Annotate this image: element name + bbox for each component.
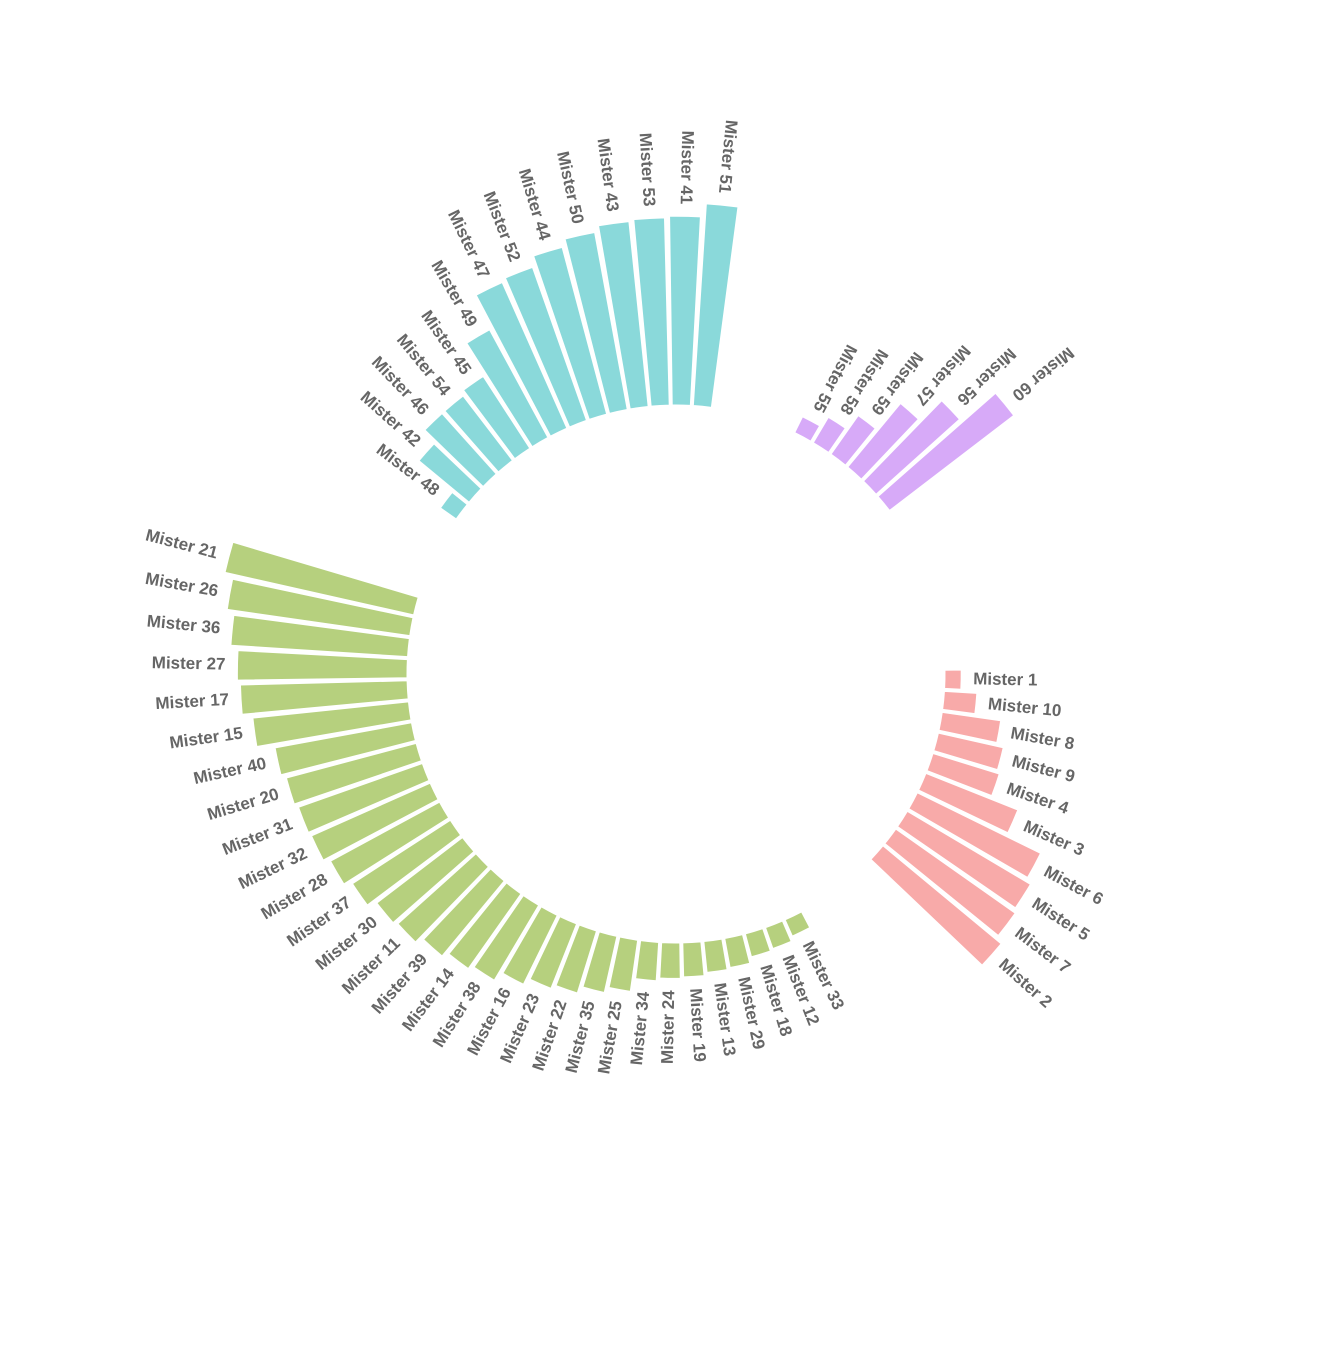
label-mister-53: Mister 53 bbox=[636, 132, 659, 207]
label-mister-19: Mister 19 bbox=[686, 988, 709, 1063]
bar-mister-5 bbox=[896, 810, 1032, 909]
label-mister-1: Mister 1 bbox=[973, 669, 1038, 689]
bar-mister-40 bbox=[274, 722, 416, 776]
bar-mister-26 bbox=[226, 578, 414, 637]
label-mister-10: Mister 10 bbox=[987, 694, 1062, 720]
bar-mister-49 bbox=[466, 329, 549, 448]
bar-mister-30 bbox=[376, 836, 475, 924]
bar-mister-50 bbox=[564, 231, 628, 414]
bar-mister-59 bbox=[830, 414, 876, 466]
bar-mister-43 bbox=[597, 221, 649, 410]
bar-mister-9 bbox=[933, 732, 1004, 771]
label-mister-34: Mister 34 bbox=[627, 990, 653, 1066]
bar-mister-32 bbox=[310, 782, 439, 861]
label-mister-8: Mister 8 bbox=[1009, 723, 1076, 753]
bar-mister-12 bbox=[764, 920, 792, 950]
bar-mister-34 bbox=[635, 940, 660, 982]
bar-mister-29 bbox=[724, 934, 751, 969]
bar-mister-22 bbox=[555, 924, 598, 994]
label-mister-51: Mister 51 bbox=[715, 119, 741, 194]
bar-mister-6 bbox=[908, 792, 1042, 879]
bar-mister-46 bbox=[424, 412, 497, 488]
bar-mister-25 bbox=[608, 936, 639, 992]
label-mister-44: Mister 44 bbox=[515, 166, 555, 243]
bar-mister-57 bbox=[847, 402, 919, 480]
label-mister-26: Mister 26 bbox=[144, 569, 220, 601]
bar-mister-33 bbox=[784, 911, 811, 937]
bar-mister-51 bbox=[692, 203, 739, 408]
bar-mister-54 bbox=[444, 395, 514, 473]
bar-mister-41 bbox=[669, 215, 701, 406]
bar-mister-13 bbox=[703, 938, 728, 973]
bar-mister-58 bbox=[812, 416, 847, 454]
bar-mister-16 bbox=[502, 906, 558, 985]
label-mister-43: Mister 43 bbox=[594, 137, 623, 213]
bar-mister-52 bbox=[504, 266, 588, 428]
bar-mister-56 bbox=[862, 400, 961, 495]
label-mister-27: Mister 27 bbox=[152, 653, 226, 673]
bar-mister-39 bbox=[422, 868, 505, 957]
label-mister-9: Mister 9 bbox=[1010, 752, 1077, 787]
label-mister-52: Mister 52 bbox=[480, 189, 525, 265]
bar-mister-11 bbox=[397, 853, 490, 943]
label-mister-15: Mister 15 bbox=[168, 724, 244, 753]
label-mister-36: Mister 36 bbox=[146, 611, 221, 637]
bar-mister-7 bbox=[884, 828, 1016, 937]
bar-mister-48 bbox=[439, 491, 468, 520]
bar-mister-35 bbox=[582, 931, 618, 994]
bar-mister-23 bbox=[529, 916, 578, 990]
bar-mister-60 bbox=[877, 392, 1015, 512]
bars-layer bbox=[224, 203, 1042, 994]
label-mister-50: Mister 50 bbox=[553, 150, 587, 226]
label-mister-41: Mister 41 bbox=[677, 130, 697, 204]
bar-mister-19 bbox=[682, 941, 705, 978]
bar-mister-3 bbox=[918, 772, 1019, 834]
bar-mister-24 bbox=[659, 942, 681, 979]
bar-mister-44 bbox=[533, 246, 608, 420]
bar-mister-31 bbox=[297, 762, 430, 834]
bar-mister-36 bbox=[230, 614, 410, 658]
bar-mister-55 bbox=[794, 416, 821, 442]
label-mister-17: Mister 17 bbox=[155, 690, 230, 713]
bar-mister-21 bbox=[224, 541, 419, 616]
label-mister-40: Mister 40 bbox=[192, 754, 268, 788]
bar-mister-17 bbox=[239, 680, 409, 715]
bar-mister-18 bbox=[744, 928, 771, 958]
bar-mister-4 bbox=[926, 752, 1000, 797]
bar-mister-42 bbox=[418, 443, 482, 503]
bar-mister-27 bbox=[236, 650, 408, 681]
bar-mister-47 bbox=[475, 281, 568, 437]
label-mister-60: Mister 60 bbox=[1009, 343, 1078, 404]
label-mister-24: Mister 24 bbox=[658, 990, 678, 1065]
bar-mister-1 bbox=[944, 669, 962, 690]
label-mister-21: Mister 21 bbox=[144, 525, 220, 562]
bar-mister-14 bbox=[448, 882, 522, 970]
bar-mister-15 bbox=[252, 701, 412, 748]
bar-mister-38 bbox=[473, 894, 540, 981]
bar-mister-37 bbox=[351, 819, 462, 906]
label-mister-13: Mister 13 bbox=[710, 982, 739, 1058]
bar-mister-53 bbox=[633, 217, 670, 407]
bar-mister-8 bbox=[938, 711, 1002, 744]
bar-mister-10 bbox=[942, 690, 978, 715]
bar-mister-45 bbox=[462, 375, 531, 460]
bar-mister-20 bbox=[285, 742, 422, 805]
label-mister-25: Mister 25 bbox=[594, 1000, 626, 1076]
bar-mister-2 bbox=[870, 845, 1002, 966]
label-mister-20: Mister 20 bbox=[205, 784, 281, 824]
bar-mister-28 bbox=[329, 801, 450, 885]
